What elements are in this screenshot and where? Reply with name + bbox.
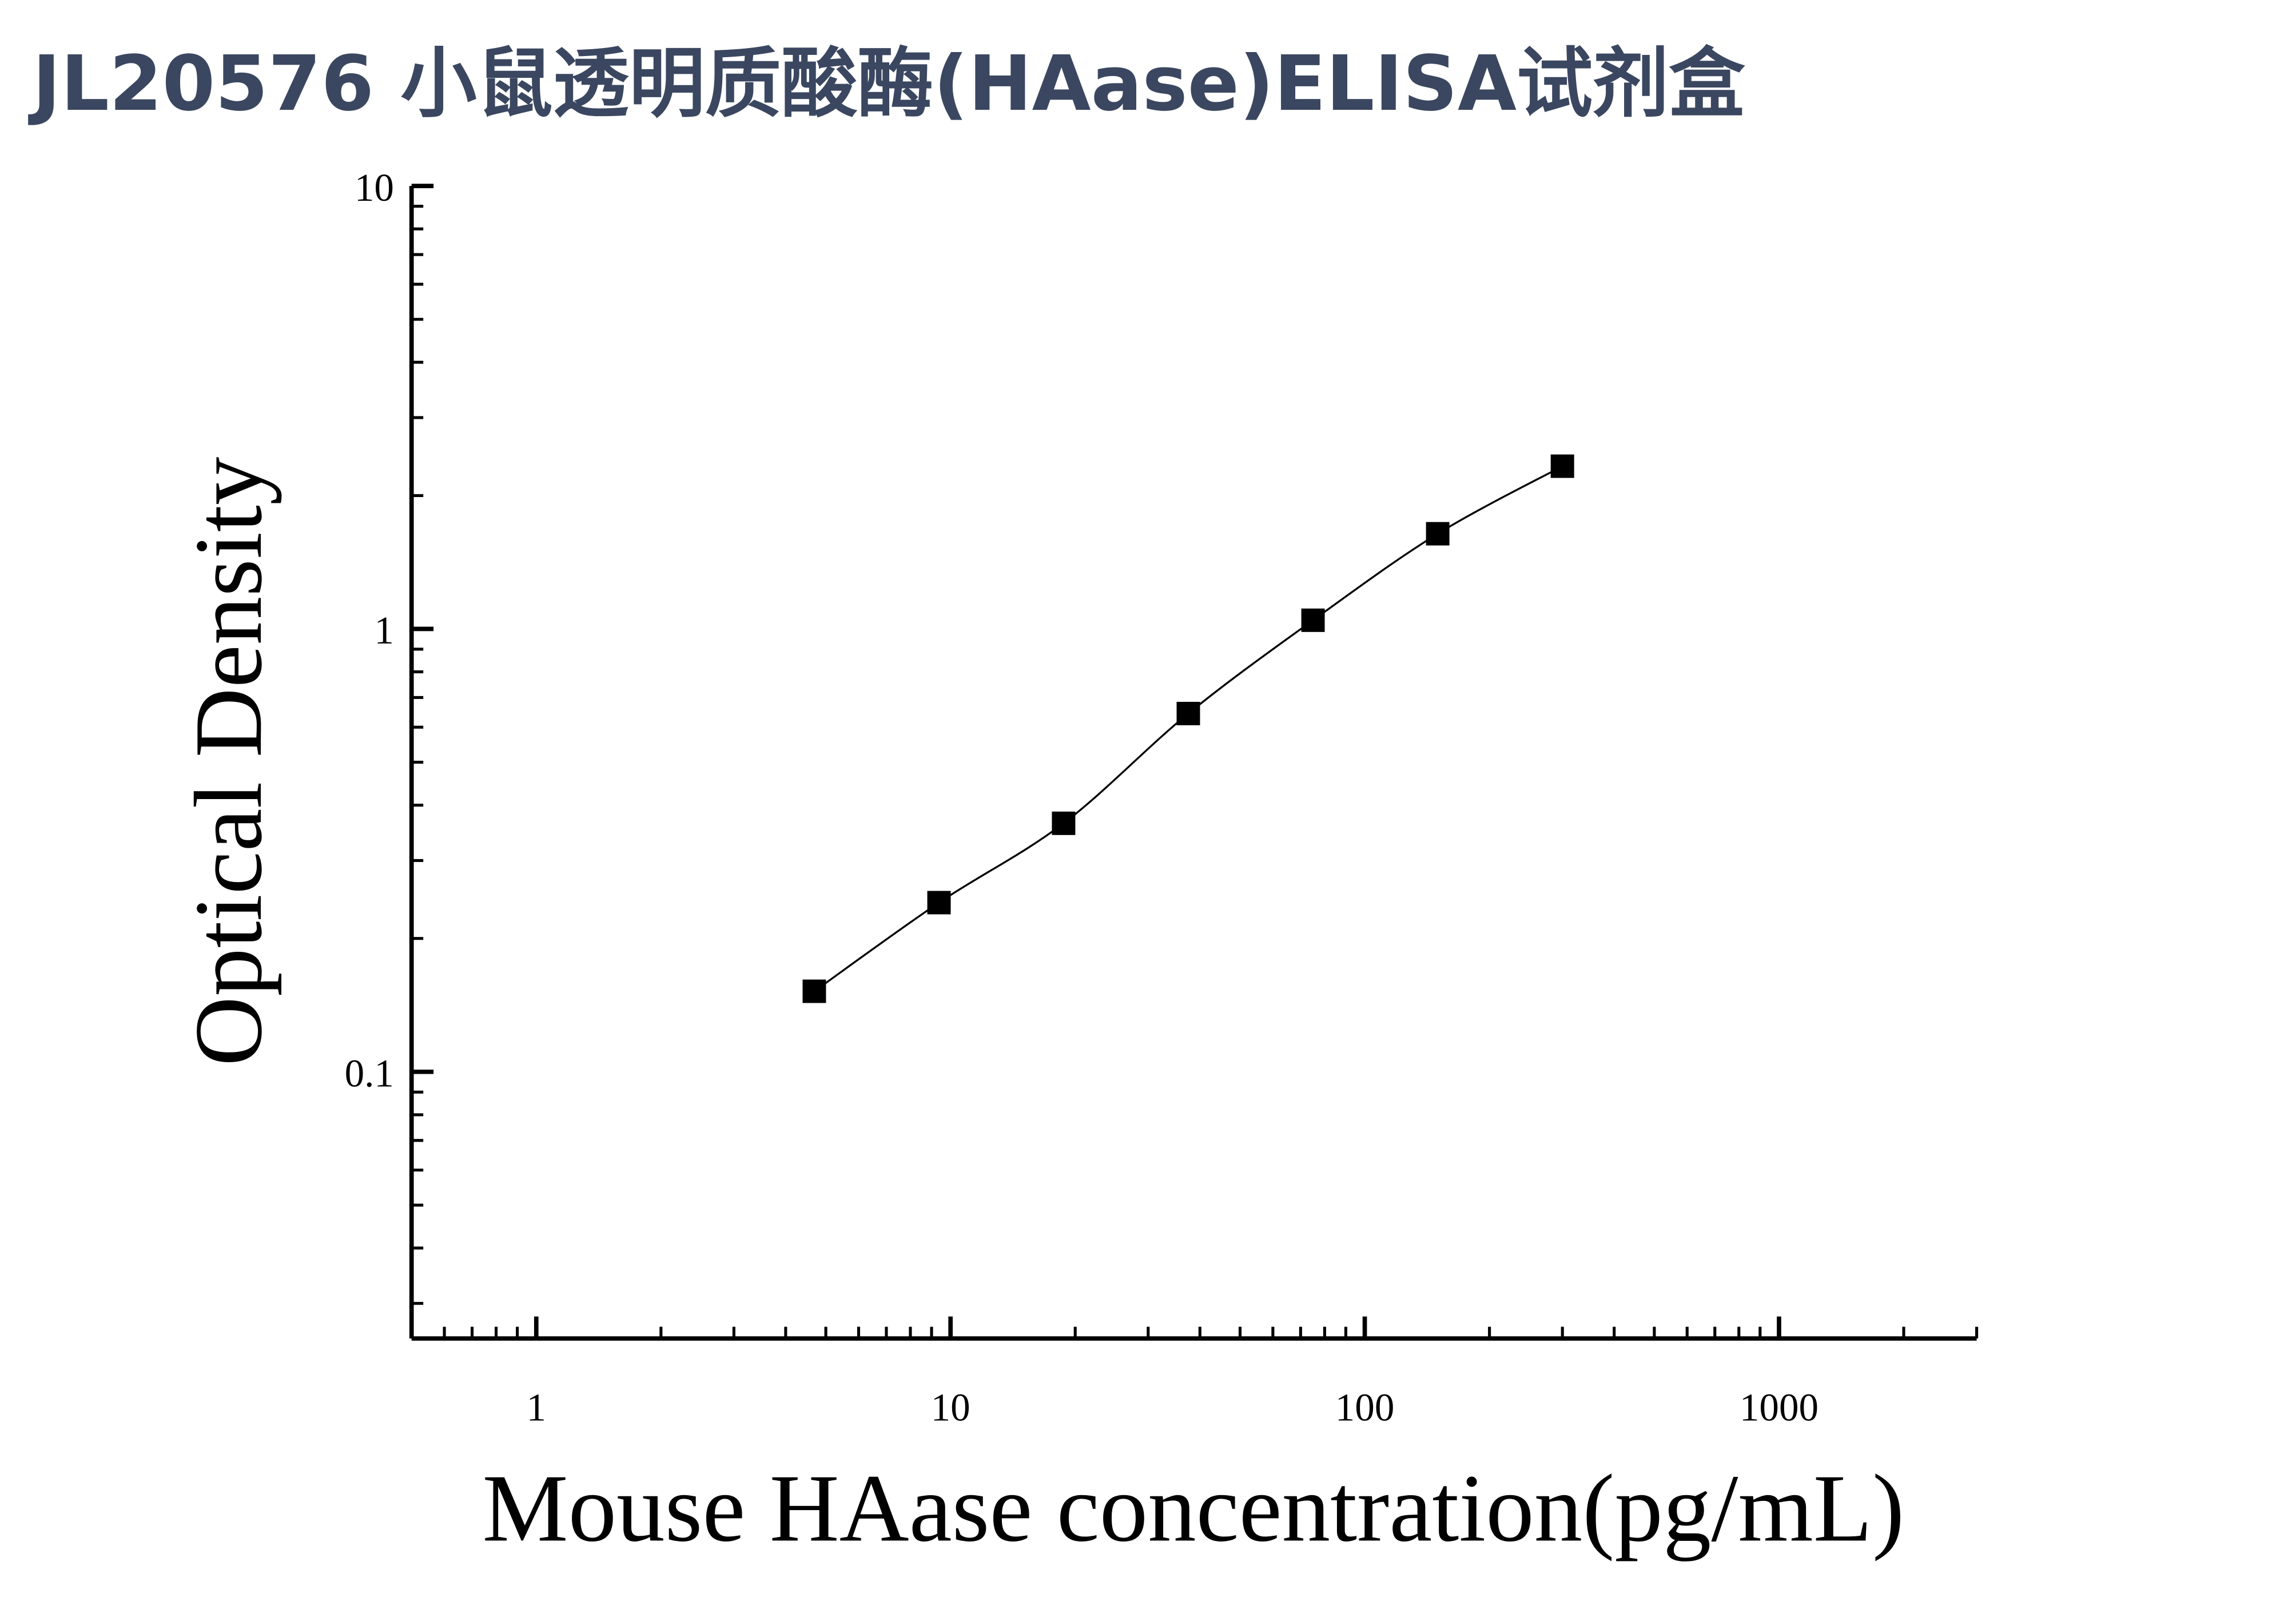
y-tick-label: 1 (374, 608, 394, 652)
data-point (1052, 811, 1076, 835)
data-point (802, 979, 826, 1003)
x-tick-label: 1000 (1740, 1385, 1819, 1429)
x-tick-label: 100 (1335, 1385, 1395, 1429)
x-tick-label: 1 (526, 1385, 546, 1429)
data-point (927, 891, 951, 915)
data-point (1426, 522, 1450, 546)
x-axis-title: Mouse HAase concentration(pg/mL) (482, 1454, 1904, 1562)
y-tick-label: 10 (355, 165, 394, 209)
x-tick-label: 10 (931, 1385, 970, 1429)
data-point (1301, 608, 1325, 632)
chart-title: JL20576 小鼠透明质酸酶(HAase)ELISA试剂盒 (28, 39, 1746, 128)
y-axis-title: Optical Density (174, 457, 282, 1066)
data-point (1550, 454, 1574, 478)
fit-curve (814, 465, 1563, 992)
y-tick-label: 0.1 (345, 1051, 394, 1095)
data-point (1176, 701, 1200, 725)
